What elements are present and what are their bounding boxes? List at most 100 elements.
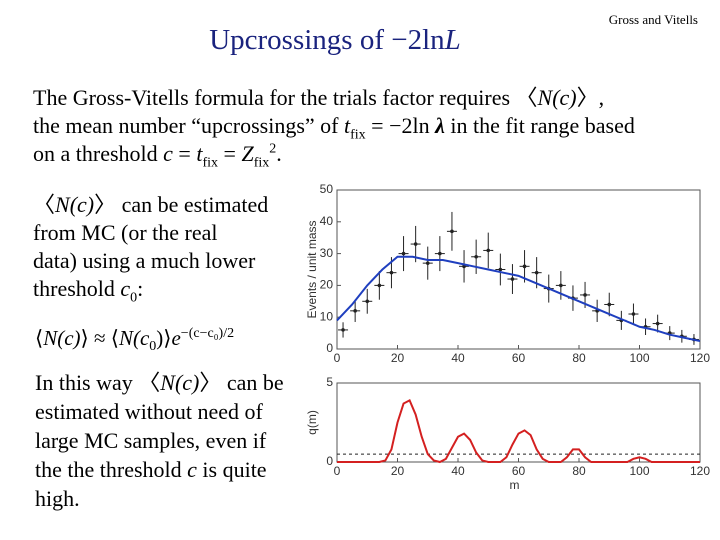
text: N(c) [55, 192, 95, 217]
text: N(c) [43, 326, 81, 350]
data-point [389, 270, 394, 275]
x-axis-label: m [510, 478, 520, 492]
author: Gross and Vitells [608, 12, 698, 27]
x-tick-label: 60 [512, 464, 526, 478]
text: ⟨ [35, 326, 44, 350]
x-tick-label: 100 [629, 464, 649, 478]
text: fix [350, 127, 366, 143]
text: fix [253, 155, 270, 171]
data-point [583, 293, 587, 297]
text: the mean number “upcrossings” of [33, 113, 344, 138]
y-tick-label: 50 [320, 182, 334, 196]
series-line [336, 255, 701, 343]
text: In this way 〈 [35, 370, 161, 395]
text: is quite [196, 457, 267, 482]
text: from MC (or the real [33, 220, 218, 245]
slide-title: Upcrossings of −2lnL [0, 24, 670, 57]
y-axis-label: q(m) [305, 410, 319, 435]
data-point [353, 309, 357, 313]
data-point [377, 283, 382, 288]
text: )⟩ [156, 326, 172, 350]
data-point [425, 261, 430, 265]
text: N(c) [537, 85, 577, 110]
text: large MC samples, even if [35, 428, 267, 453]
text: fix [202, 155, 219, 171]
x-tick-label: 20 [391, 464, 405, 478]
series-line [337, 398, 700, 464]
title-text: Upcrossings of −2ln [209, 24, 445, 56]
y-tick-label: 0 [326, 341, 333, 355]
data-point [341, 328, 345, 332]
x-tick-label: 0 [334, 464, 341, 478]
data-point [401, 251, 406, 256]
text: threshold [33, 276, 121, 301]
y-tick-label: 5 [326, 375, 333, 389]
conclusion: In this way 〈N(c)〉 can be estimated witho… [35, 368, 284, 513]
y-axis-label: Events / unit mass [305, 220, 319, 318]
text: 〉 can be [199, 370, 284, 395]
data-point [413, 242, 418, 246]
text: the the threshold [35, 457, 188, 482]
text: The Gross-Vitells formula for the trials… [33, 85, 538, 110]
text: c [120, 276, 131, 301]
x-tick-label: 40 [451, 351, 465, 365]
y-tick-label: 30 [320, 246, 334, 260]
data-point [498, 267, 503, 272]
data-point [438, 251, 442, 256]
text: 0 [149, 339, 157, 355]
text: = −2ln [365, 113, 436, 138]
data-point [534, 270, 539, 275]
x-tick-label: 20 [391, 351, 405, 365]
text: : [137, 276, 144, 301]
intro: The Gross-Vitells formula for the trials… [33, 84, 635, 171]
data-point [559, 283, 563, 288]
y-tick-label: 0 [326, 454, 333, 468]
title-text: L [444, 24, 461, 56]
text: in the fit range based [444, 113, 635, 138]
data-point [365, 299, 370, 304]
x-tick-label: 80 [572, 351, 586, 365]
text: c [187, 457, 197, 482]
text: N(c) [160, 370, 200, 395]
text: e [171, 326, 181, 350]
data-point [522, 264, 527, 269]
text: λ [435, 113, 445, 138]
text: 〉 can be estimated [94, 192, 269, 217]
y-tick-label: 10 [320, 309, 334, 323]
text: = [218, 141, 242, 166]
text: estimated without need of [35, 399, 263, 424]
text: 0 [130, 290, 138, 306]
text: t [343, 113, 351, 138]
formula: ⟨N(c)⟩ ≈ ⟨N(c0)⟩e−(c−c₀)/2 [35, 326, 235, 355]
text: . [276, 141, 282, 166]
data-point [474, 254, 478, 259]
x-tick-label: 60 [512, 351, 526, 365]
x-tick-label: 0 [334, 351, 341, 365]
text: Z [241, 141, 254, 166]
text: high. [35, 486, 80, 511]
text: t [196, 141, 203, 166]
text: on a threshold [33, 141, 164, 166]
x-tick-label: 120 [690, 464, 710, 478]
text: ⟩ ≈ ⟨ [80, 326, 119, 350]
data-point [510, 277, 515, 281]
text: 〉, [576, 85, 605, 110]
text: 〈 [33, 192, 56, 217]
text: −(c−c₀)/2 [180, 326, 235, 341]
x-tick-label: 120 [690, 351, 710, 365]
y-tick-label: 40 [320, 214, 334, 228]
text: data) using a much lower [33, 248, 256, 273]
data-point [486, 248, 491, 253]
text: 2 [269, 141, 277, 157]
x-tick-label: 40 [451, 464, 465, 478]
estimate: 〈N(c)〉 can be estimated from MC (or the r… [33, 191, 269, 306]
x-tick-label: 80 [572, 464, 586, 478]
data-point [607, 302, 612, 307]
text: = [172, 141, 197, 166]
y-tick-label: 20 [320, 278, 334, 292]
text: c [163, 141, 173, 166]
data-point [450, 229, 454, 234]
data-point [655, 321, 660, 326]
